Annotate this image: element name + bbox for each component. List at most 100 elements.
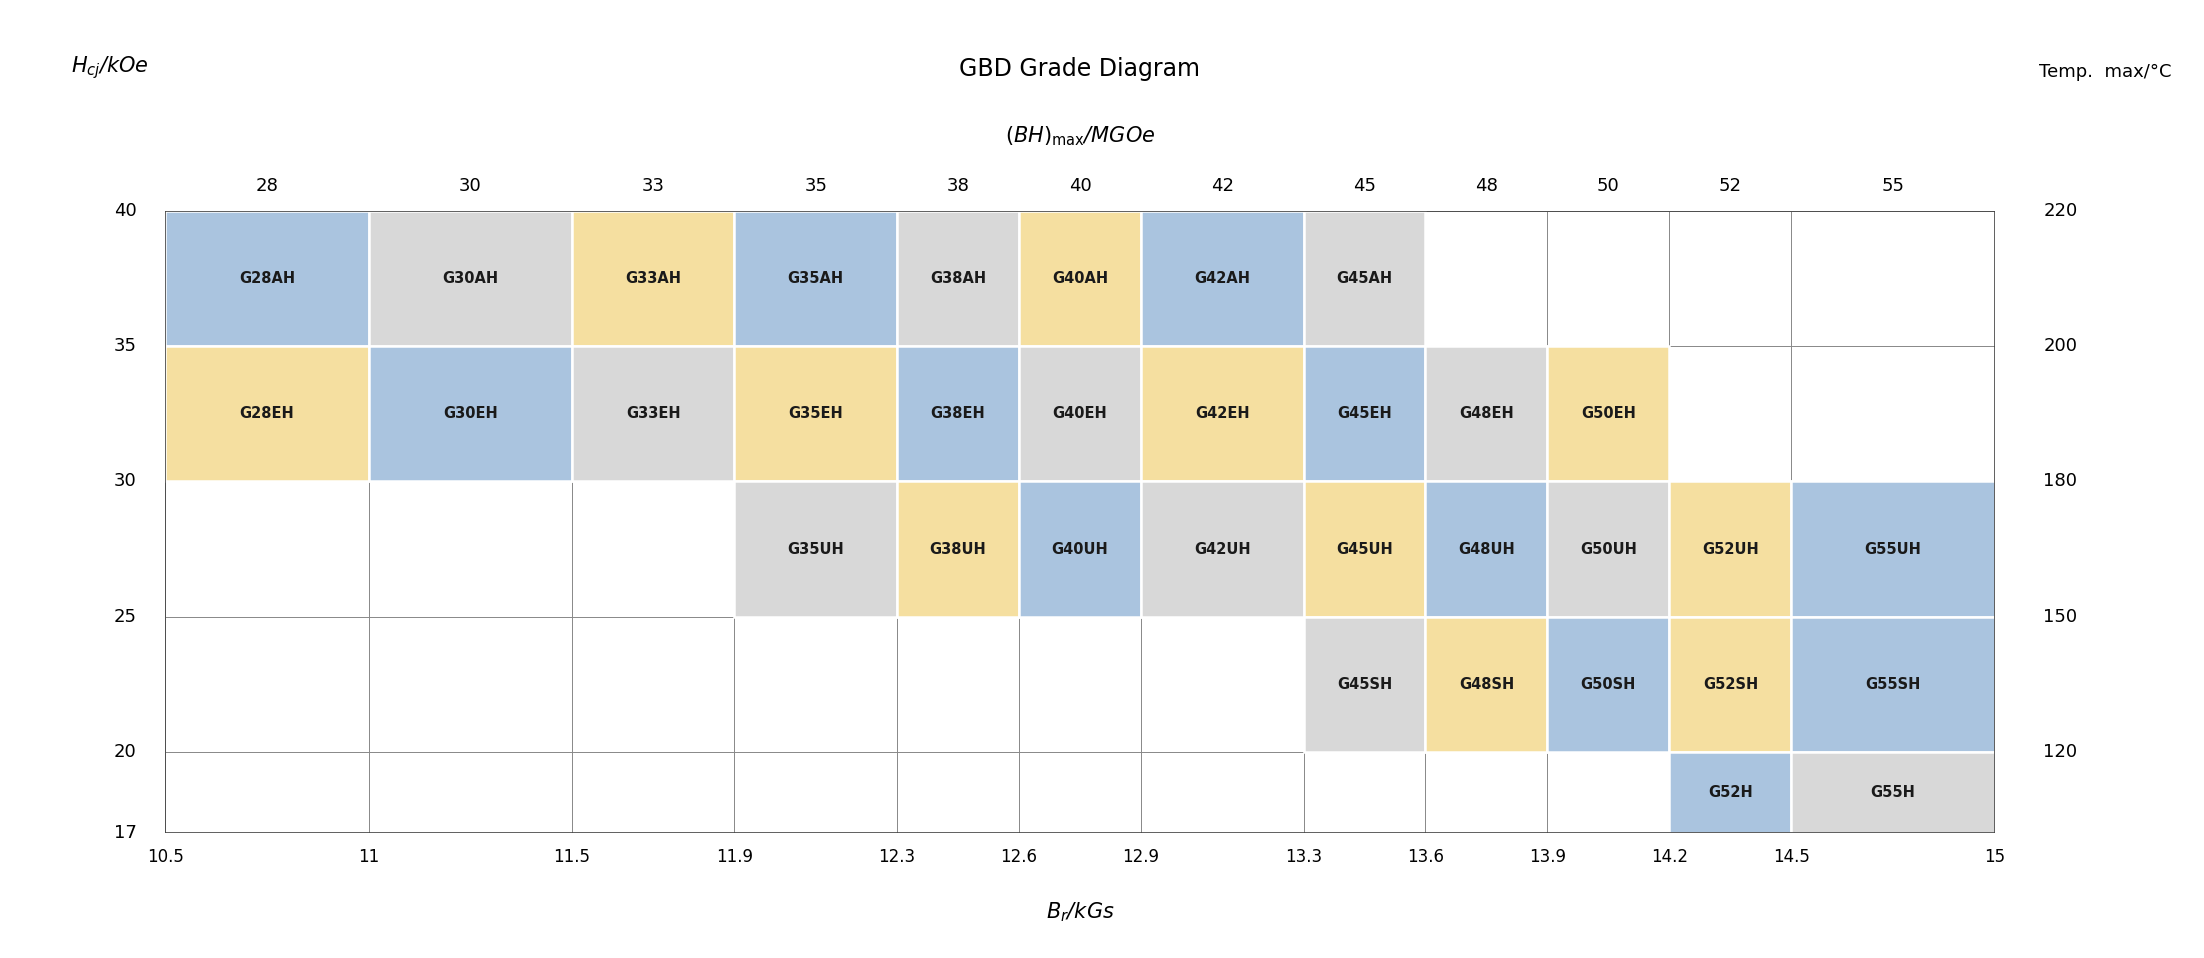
Bar	[734, 211, 897, 346]
Text: G35AH: G35AH	[787, 271, 844, 285]
Text: G40EH: G40EH	[1054, 406, 1106, 422]
Bar	[1547, 482, 1668, 617]
Bar	[1018, 482, 1142, 617]
Text: G52SH: G52SH	[1704, 677, 1759, 692]
Text: 13.9: 13.9	[1530, 849, 1567, 866]
Text: G55SH: G55SH	[1865, 677, 1920, 692]
Text: G45EH: G45EH	[1338, 406, 1393, 422]
Text: G45AH: G45AH	[1336, 271, 1393, 285]
Text: G48SH: G48SH	[1459, 677, 1514, 692]
Text: 28: 28	[256, 176, 278, 194]
Bar	[897, 482, 1018, 617]
Text: G48UH: G48UH	[1459, 541, 1514, 557]
Text: 12.9: 12.9	[1122, 849, 1159, 866]
Text: $B_r$/kGs: $B_r$/kGs	[1045, 901, 1115, 924]
Text: 220: 220	[2043, 202, 2078, 219]
Bar	[1426, 617, 1547, 752]
Text: G55UH: G55UH	[1865, 541, 1922, 557]
Text: G33EH: G33EH	[626, 406, 681, 422]
Text: 45: 45	[1353, 176, 1375, 194]
Bar	[734, 346, 897, 482]
Bar	[571, 211, 734, 346]
Text: 150: 150	[2043, 608, 2078, 626]
Bar	[1668, 752, 1792, 833]
Text: 12.6: 12.6	[1001, 849, 1038, 866]
Bar	[1792, 752, 1995, 833]
Text: G30AH: G30AH	[443, 271, 498, 285]
Text: G35EH: G35EH	[789, 406, 844, 422]
Text: G28EH: G28EH	[240, 406, 295, 422]
Text: G42UH: G42UH	[1195, 541, 1250, 557]
Text: 33: 33	[641, 176, 666, 194]
Text: 11.9: 11.9	[716, 849, 754, 866]
Text: $(BH)_{\mathrm{max}}$/MGOe: $(BH)_{\mathrm{max}}$/MGOe	[1005, 125, 1155, 148]
Text: 55: 55	[1882, 176, 1904, 194]
Text: G42AH: G42AH	[1195, 271, 1250, 285]
Text: 10.5: 10.5	[148, 849, 183, 866]
Text: 14.5: 14.5	[1772, 849, 1809, 866]
Text: 48: 48	[1474, 176, 1499, 194]
Bar	[1668, 617, 1792, 752]
Text: 50: 50	[1598, 176, 1620, 194]
Text: 35: 35	[115, 337, 137, 355]
Text: G42EH: G42EH	[1195, 406, 1250, 422]
Text: 14.2: 14.2	[1651, 849, 1688, 866]
Bar	[1792, 482, 1995, 617]
Bar	[368, 346, 571, 482]
Text: G50UH: G50UH	[1580, 541, 1638, 557]
Text: G38AH: G38AH	[930, 271, 985, 285]
Bar	[1547, 346, 1668, 482]
Text: G35UH: G35UH	[787, 541, 844, 557]
Bar	[1142, 346, 1303, 482]
Text: 38: 38	[946, 176, 970, 194]
Text: G45SH: G45SH	[1338, 677, 1393, 692]
Text: 52: 52	[1719, 176, 1741, 194]
Bar	[734, 482, 897, 617]
Text: 30: 30	[458, 176, 480, 194]
Bar	[1547, 617, 1668, 752]
Bar	[1018, 346, 1142, 482]
Bar	[1142, 482, 1303, 617]
Text: 11.5: 11.5	[553, 849, 591, 866]
Text: 40: 40	[1069, 176, 1091, 194]
Text: 30: 30	[115, 472, 137, 490]
Text: G28AH: G28AH	[238, 271, 295, 285]
Text: G50EH: G50EH	[1580, 406, 1635, 422]
Text: 11: 11	[357, 849, 379, 866]
Bar	[165, 346, 368, 482]
Text: G52UH: G52UH	[1701, 541, 1759, 557]
Bar	[1792, 617, 1995, 752]
Text: 15: 15	[1984, 849, 2006, 866]
Bar	[1668, 482, 1792, 617]
Bar	[165, 211, 368, 346]
Text: 200: 200	[2043, 337, 2078, 355]
Bar	[571, 346, 734, 482]
Text: G48EH: G48EH	[1459, 406, 1514, 422]
Text: GBD Grade Diagram: GBD Grade Diagram	[959, 57, 1201, 81]
Text: G50SH: G50SH	[1580, 677, 1635, 692]
Text: Temp.  max/°C: Temp. max/°C	[2039, 63, 2171, 81]
Text: 120: 120	[2043, 743, 2078, 762]
Bar	[1303, 617, 1426, 752]
Text: 12.3: 12.3	[879, 849, 915, 866]
Bar	[1303, 346, 1426, 482]
Text: G45UH: G45UH	[1336, 541, 1393, 557]
Text: 13.3: 13.3	[1285, 849, 1322, 866]
Text: 42: 42	[1210, 176, 1234, 194]
Text: 25: 25	[115, 608, 137, 626]
Text: G52H: G52H	[1708, 786, 1752, 800]
Bar	[1426, 482, 1547, 617]
Bar	[1426, 346, 1547, 482]
Text: G38UH: G38UH	[930, 541, 987, 557]
Text: G40UH: G40UH	[1051, 541, 1109, 557]
Bar	[1018, 211, 1142, 346]
Text: 180: 180	[2043, 472, 2078, 490]
Bar	[1303, 211, 1426, 346]
Text: 13.6: 13.6	[1406, 849, 1444, 866]
Text: G38EH: G38EH	[930, 406, 985, 422]
Bar	[897, 211, 1018, 346]
Bar	[897, 346, 1018, 482]
Text: G55H: G55H	[1871, 786, 1915, 800]
Bar	[1303, 482, 1426, 617]
Bar	[1142, 211, 1303, 346]
